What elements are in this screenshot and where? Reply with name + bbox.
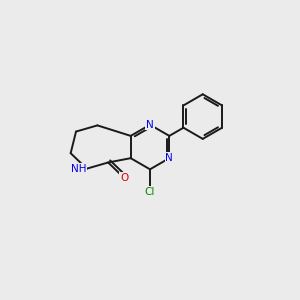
- Text: N: N: [146, 120, 154, 130]
- Text: N: N: [165, 153, 173, 163]
- Text: O: O: [120, 173, 128, 183]
- Text: NH: NH: [71, 164, 87, 174]
- Text: Cl: Cl: [145, 187, 155, 196]
